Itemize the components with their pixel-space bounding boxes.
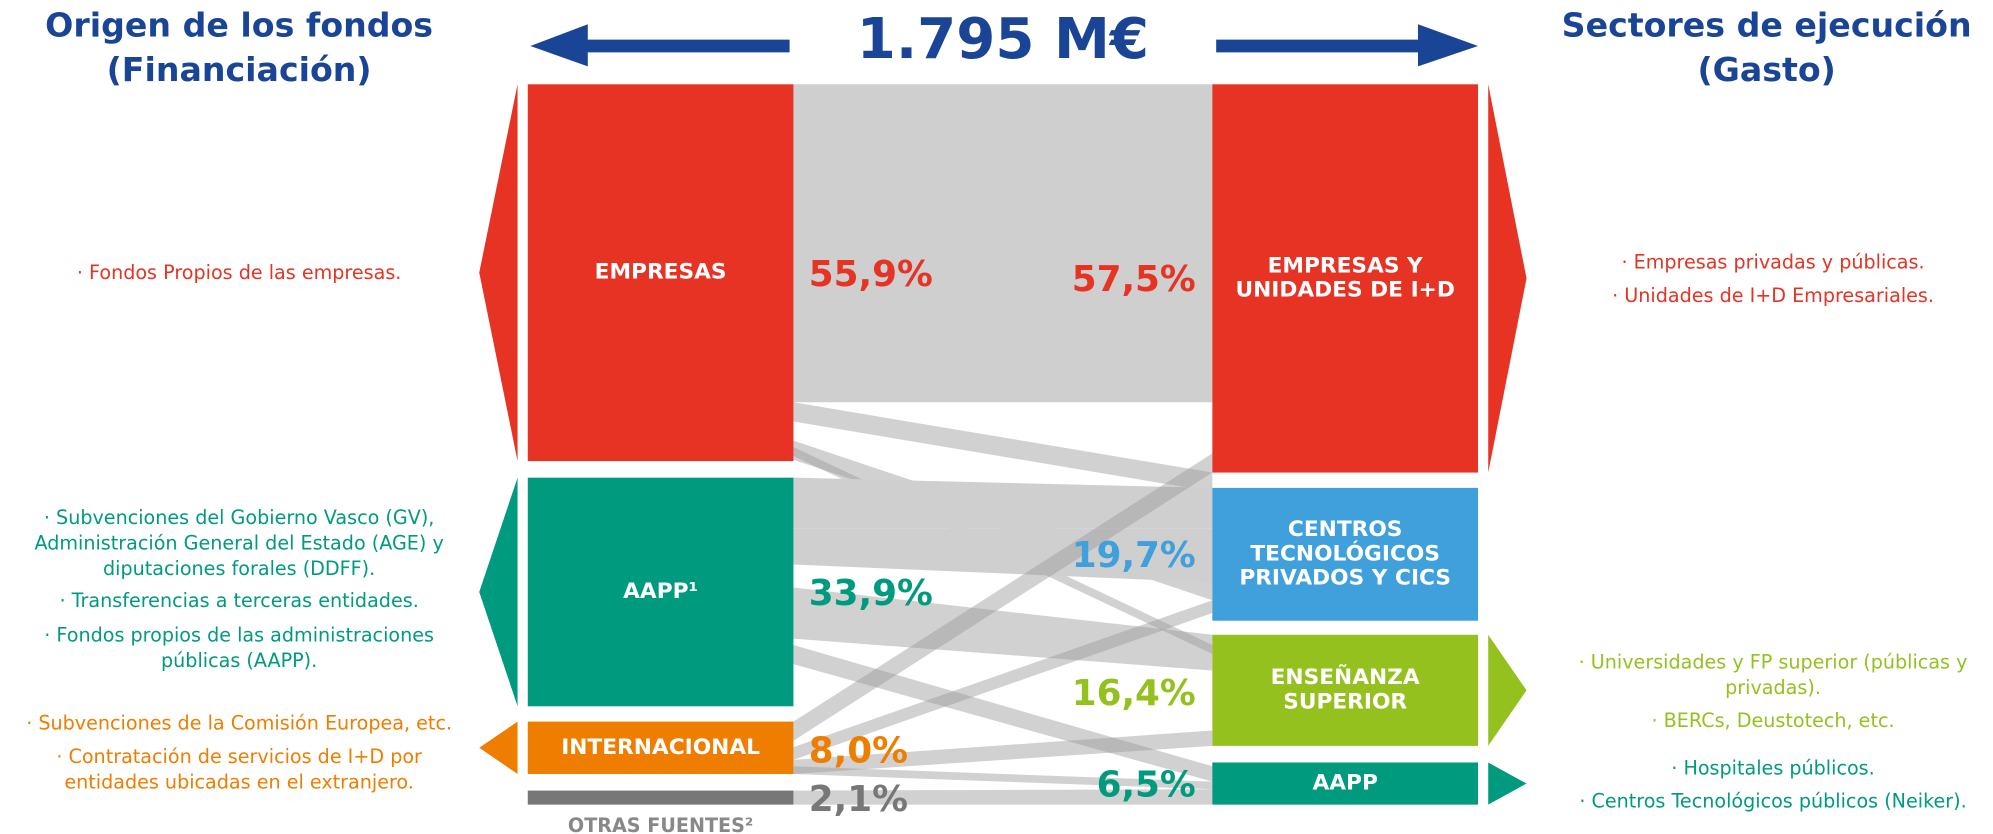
sector-percent: 19,7%	[1072, 535, 1196, 576]
total: 1.795 M€	[857, 7, 1149, 72]
source-box	[527, 84, 794, 462]
content: Origen de los fondos (Financiación) Sector…	[26, 5, 1971, 834]
left-title: (Financiación)	[107, 50, 372, 89]
sector-label: SUPERIOR	[1283, 689, 1407, 714]
arrow-right	[1216, 24, 1478, 67]
source-note: · Fondos propios de las administraciones	[44, 624, 434, 647]
sector-percent: 6,5%	[1097, 765, 1196, 806]
sector-box	[1212, 634, 1478, 746]
source-box	[527, 721, 794, 774]
sector-note: · Universidades y FP superior (públicas …	[1579, 650, 1968, 673]
sector-note: · BERCs, Deustotech, etc.	[1651, 709, 1894, 732]
source-percent: 8,0%	[809, 730, 908, 771]
source-note: · Subvenciones de la Comisión Europea, e…	[26, 712, 452, 735]
sector-note: · Unidades de I+D Empresariales.	[1612, 284, 1934, 307]
source-percent: 2,1%	[809, 779, 908, 820]
sector-label: ENSEÑANZA	[1271, 664, 1420, 690]
source-note: · Fondos Propios de las empresas.	[77, 261, 402, 284]
sector-note: · Hospitales públicos.	[1671, 756, 1874, 779]
source-percent: 33,9%	[809, 573, 933, 614]
sector-percent: 57,5%	[1072, 259, 1196, 300]
sector-note: · Centros Tecnológicos públicos (Neiker)…	[1579, 790, 1966, 813]
sector-label: TECNOLÓGICOS	[1250, 540, 1440, 566]
sector-label: PRIVADOS Y CICS	[1239, 566, 1451, 591]
sector-label: CENTROS	[1288, 517, 1403, 542]
source-note: · Subvenciones del Gobierno Vasco (GV),	[44, 506, 435, 529]
source-label: AAPP¹	[623, 579, 698, 604]
sector-label: UNIDADES DE I+D	[1235, 278, 1454, 303]
sector-label: AAPP	[1312, 771, 1377, 796]
source-percent: 55,9%	[809, 254, 933, 295]
sector-note: · Empresas privadas y públicas.	[1621, 251, 1924, 274]
source-note: públicas (AAPP).	[161, 649, 317, 672]
source-note: · Contratación de servicios de I+D por	[56, 745, 422, 768]
source-note: diputaciones forales (DDFF).	[103, 557, 375, 580]
sector-pointer	[1488, 762, 1527, 805]
source-note: entidades ubicadas en el extranjero.	[64, 770, 414, 793]
arrow-left	[530, 24, 790, 67]
sector-box	[1212, 487, 1478, 621]
flows	[793, 84, 1213, 805]
source-pointer	[479, 84, 518, 462]
source-label: EMPRESAS	[595, 260, 727, 285]
sector-note: privadas).	[1725, 676, 1821, 699]
sector-label: EMPRESAS Y	[1268, 253, 1423, 278]
source-note: · Transferencias a terceras entidades.	[59, 589, 418, 612]
sector-pointer	[1488, 634, 1527, 746]
left-title: Origen de los fondos	[45, 5, 433, 44]
sector-box	[1212, 84, 1478, 473]
source-box	[527, 477, 794, 707]
source-label: OTRAS FUENTES²	[568, 814, 753, 834]
sector-box	[1212, 762, 1478, 805]
source-box	[527, 790, 794, 805]
source-pointer	[479, 721, 518, 774]
source-note: Administración General del Estado (AGE) …	[34, 532, 443, 555]
right-title: (Gasto)	[1697, 50, 1835, 89]
sector-percent: 16,4%	[1072, 673, 1196, 714]
source-pointer	[479, 477, 518, 707]
sector-pointer	[1488, 84, 1527, 473]
right-title: Sectores de ejecución	[1562, 5, 1972, 44]
source-label: INTERNACIONAL	[561, 735, 760, 760]
